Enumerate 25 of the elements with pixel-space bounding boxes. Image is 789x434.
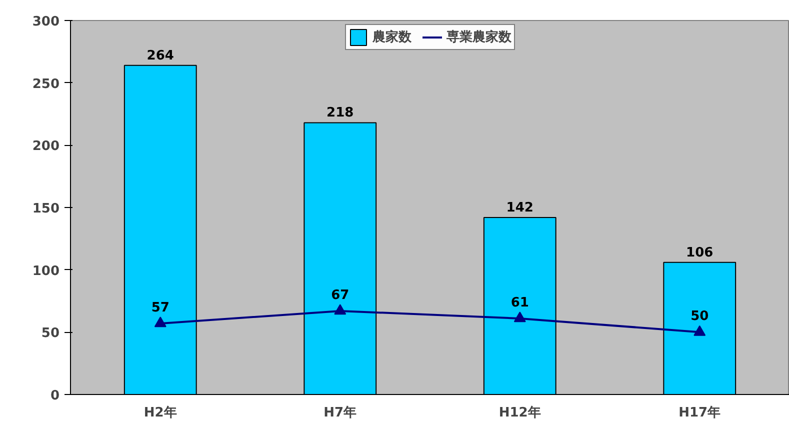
y-tick-label: 150 [32,202,60,216]
data-label: 61 [510,295,529,310]
point [694,325,706,336]
data-label: 67 [331,288,350,303]
x-tick-label: H7年 [324,406,357,420]
point [154,316,166,328]
legend-label: 農家数 [372,28,412,46]
x-tick-label: H17年 [678,406,721,420]
data-label: 50 [690,309,709,324]
y-tick-label: 200 [32,139,60,154]
y-tick-label: 0 [50,388,60,404]
y-tick-label: 300 [32,14,60,30]
data-label: 218 [326,106,354,121]
data-label: 106 [686,245,714,260]
data-label: 57 [151,300,170,316]
point [334,304,346,315]
x-tick-label: H2年 [144,406,177,420]
data-label: 142 [506,200,534,216]
x-tick-label: H12年 [498,406,541,420]
legend-label: 専業農家数 [446,28,512,46]
y-tick-label: 100 [32,264,60,279]
y-tick-label: 50 [41,326,60,342]
point [514,312,526,322]
y-tick-label: 250 [32,76,60,92]
data-label: 264 [146,48,174,64]
